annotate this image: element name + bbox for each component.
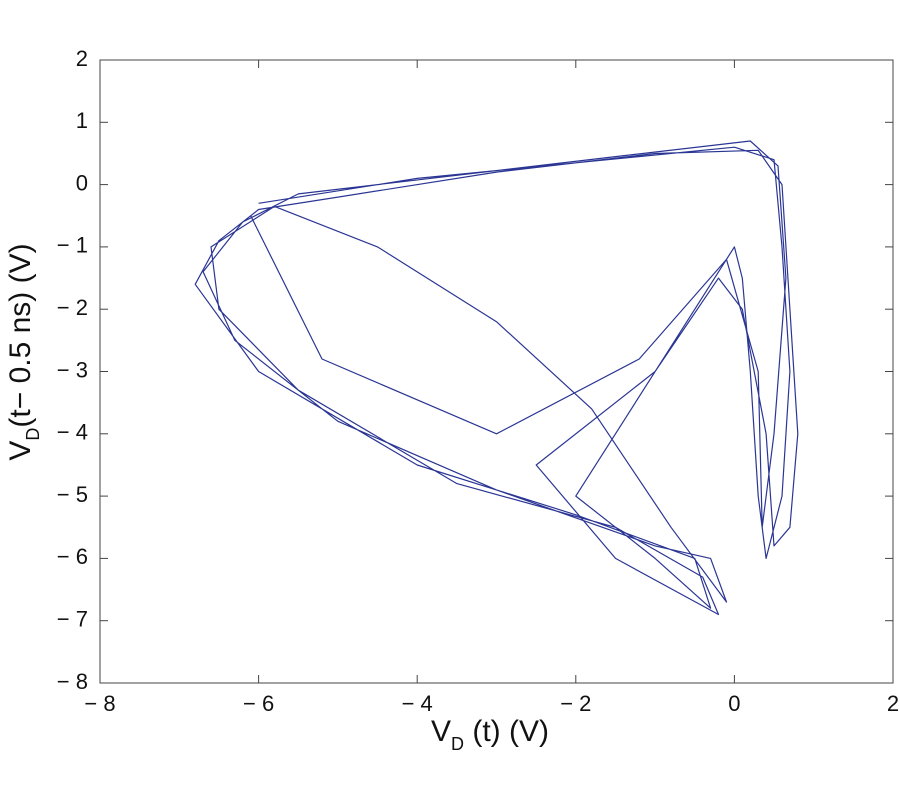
trajectory <box>194 140 799 616</box>
x-axis-label: VD (t) (V) <box>431 715 549 754</box>
y-tick-label: − 6 <box>57 544 88 569</box>
x-label-rest: (t) (V) <box>464 715 549 748</box>
y-tick-label: 0 <box>76 170 88 195</box>
y-tick-label: − 2 <box>57 295 88 320</box>
y-tick-label: − 5 <box>57 482 88 507</box>
y-label-main: V <box>4 441 37 461</box>
y-tick-label: 1 <box>76 108 88 133</box>
x-tick-label: 0 <box>728 691 740 716</box>
y-tick-label: − 3 <box>57 357 88 382</box>
y-label-sub: D <box>23 428 43 441</box>
y-tick-label: − 4 <box>57 420 88 445</box>
y-tick-label: 2 <box>76 46 88 71</box>
x-tick-label: 2 <box>887 691 899 716</box>
x-label-main: V <box>431 715 451 748</box>
y-tick-label: − 1 <box>57 233 88 258</box>
y-axis-label: VD(t− 0.5 ns) (V) <box>4 243 43 460</box>
y-tick-label: − 8 <box>57 669 88 694</box>
x-label-sub: D <box>451 734 464 754</box>
y-tick-label: − 7 <box>57 607 88 632</box>
x-tick-label: − 6 <box>243 691 274 716</box>
plot-area <box>99 59 894 684</box>
x-tick-label: − 8 <box>84 691 115 716</box>
x-tick-label: − 2 <box>560 691 591 716</box>
x-tick-label: − 4 <box>402 691 433 716</box>
y-label-rest: (t− 0.5 ns) (V) <box>4 243 37 427</box>
